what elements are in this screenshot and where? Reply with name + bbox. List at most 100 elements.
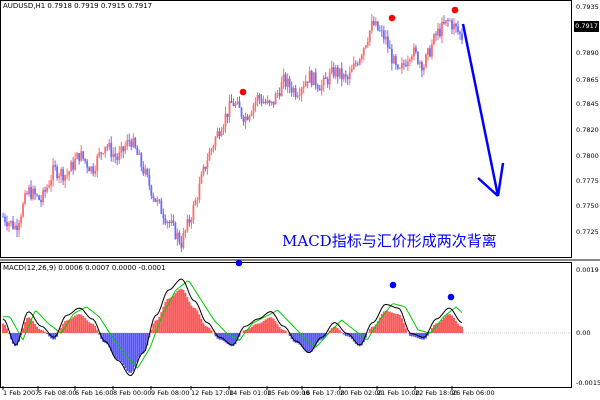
price-candle — [382, 25, 385, 44]
price-candle — [358, 57, 361, 66]
price-candle — [272, 101, 275, 108]
price-candle — [84, 158, 87, 164]
price-candle — [240, 106, 243, 120]
price-candle — [410, 54, 413, 63]
macd-y-tick-label: -0.0015 — [576, 379, 600, 387]
price-candle — [296, 91, 299, 99]
macd-y-tick-label: 0.00 — [576, 329, 591, 337]
price-candle — [334, 64, 337, 80]
price-candle — [348, 66, 351, 85]
price-candle — [312, 72, 315, 86]
price-candle — [362, 47, 365, 61]
price-candle — [384, 29, 387, 45]
price-candle — [316, 83, 319, 92]
price-candle — [459, 30, 461, 40]
x-tick-label: 5 Feb 08:00 — [38, 389, 77, 397]
price-candle — [248, 114, 251, 123]
x-tick-label: 22 Feb 18:00 — [415, 389, 458, 397]
price-candle — [128, 133, 131, 147]
x-tick-label: 12 Feb 17:00 — [191, 389, 234, 397]
price-candle — [184, 229, 187, 239]
price-candle — [380, 25, 383, 37]
y-tick-label: 0.7800 — [576, 152, 599, 160]
price-candle — [78, 152, 81, 165]
price-candle — [390, 44, 393, 71]
price-candle — [90, 165, 93, 175]
price-candle — [284, 72, 287, 90]
price-candle — [392, 54, 395, 64]
price-candle — [60, 167, 63, 183]
price-candle — [228, 94, 231, 123]
price-candle — [232, 98, 235, 107]
price-candle — [338, 68, 341, 80]
price-candle — [439, 23, 441, 39]
price-candle — [196, 197, 199, 208]
price-candle — [182, 227, 185, 250]
x-tick-label: 21 Feb 10:00 — [377, 389, 420, 397]
price-candle — [58, 173, 61, 183]
price-candle — [330, 60, 333, 75]
y-tick-label: 0.7865 — [576, 76, 599, 84]
price-candle — [26, 190, 28, 196]
price-candle — [146, 167, 149, 178]
price-candle — [449, 18, 451, 22]
price-candle — [226, 113, 229, 124]
x-tick-label: 15 Feb 09:00 — [267, 389, 310, 397]
price-candle — [308, 66, 311, 83]
price-candle — [326, 76, 329, 89]
price-candle — [114, 146, 117, 164]
price-candle — [310, 69, 313, 88]
current-price-label: 0.7917 — [574, 21, 599, 32]
price-candle — [294, 84, 297, 100]
price-candle — [286, 73, 289, 94]
price-candle — [34, 185, 36, 201]
price-candle — [110, 136, 113, 162]
price-candle — [404, 59, 407, 68]
price-candle — [322, 75, 325, 92]
price-candle — [461, 28, 463, 45]
x-tick-label: 26 Feb 06:00 — [452, 389, 495, 397]
price-candle — [274, 91, 277, 105]
price-candle — [180, 235, 183, 253]
price-candle — [100, 151, 103, 160]
price-candle — [282, 68, 285, 89]
price-candle — [106, 144, 109, 152]
macd-signal-line — [3, 280, 463, 369]
price-candle — [94, 165, 97, 177]
price-candle — [290, 81, 293, 97]
price-candle — [66, 168, 69, 180]
price-candle — [441, 17, 443, 44]
price-candle — [134, 136, 137, 150]
price-candle — [160, 197, 163, 215]
price-candle — [120, 141, 123, 159]
price-candle — [314, 68, 317, 90]
price-candle — [244, 112, 247, 129]
price-candle — [388, 40, 391, 49]
price-candle — [30, 180, 32, 201]
y-tick-label: 0.7820 — [576, 126, 599, 134]
divergence-peaks — [235, 6, 459, 301]
price-candle — [298, 87, 301, 101]
price-candle — [14, 222, 16, 231]
y-tick-label: 0.7725 — [576, 228, 599, 236]
price-candle — [18, 220, 20, 238]
price-candle — [216, 127, 219, 139]
price-candle — [162, 208, 165, 225]
price-candle — [74, 152, 77, 172]
price-candle — [174, 221, 177, 240]
price-candle — [108, 139, 111, 151]
price-candle — [280, 76, 283, 97]
price-candle — [423, 64, 425, 76]
price-candle — [132, 133, 135, 149]
price-candle — [172, 214, 175, 226]
price-candle — [352, 56, 355, 70]
price-candle — [340, 62, 343, 87]
price-peak-dot — [451, 6, 459, 14]
price-candle — [152, 192, 155, 202]
price-candle — [252, 102, 255, 119]
price-candle — [238, 96, 241, 108]
price-candle — [118, 145, 121, 164]
price-candle — [156, 196, 159, 206]
price-candle — [200, 171, 203, 185]
price-candle — [370, 14, 373, 34]
